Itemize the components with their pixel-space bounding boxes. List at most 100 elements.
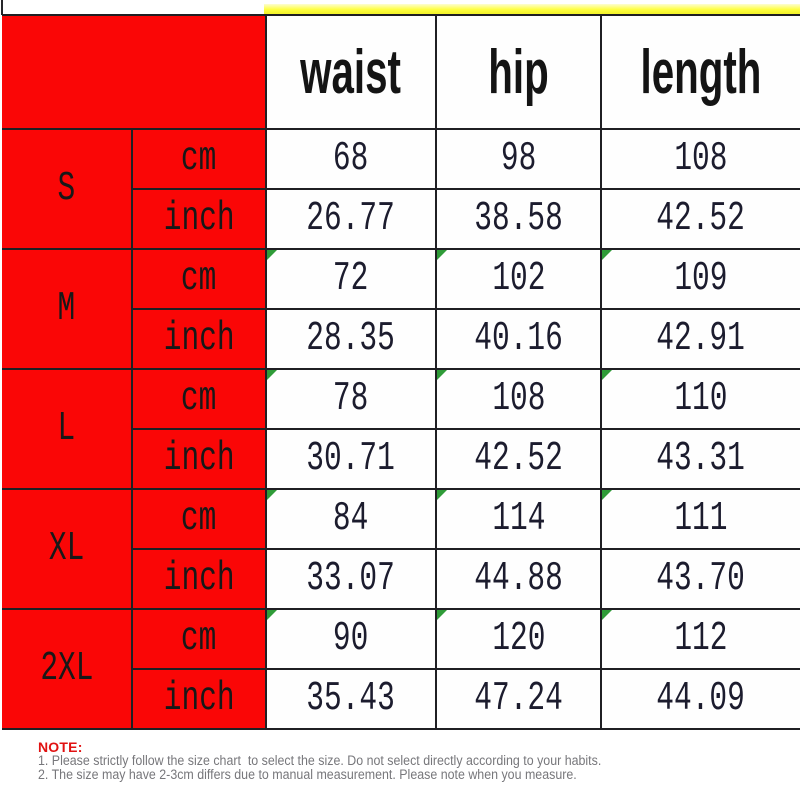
size-label: M [57,286,76,332]
cell-l-hip-cm: 108 [435,368,602,430]
unit-label: cm [181,496,217,542]
size-label-cell-m: M [2,248,133,370]
excel-flag-triangle-icon [602,370,612,380]
cell-2xl-waist-inch: 35.43 [265,668,437,730]
table-row-xl-cm: XL cm 84 114 111 [2,488,800,610]
cell-value: 38.58 [474,196,563,242]
cell-value: 42.52 [656,196,746,242]
unit-label: inch [163,676,235,722]
cell-value: 43.31 [656,436,746,482]
cell-value: 120 [491,616,546,662]
cell-s-hip-inch: 38.58 [435,188,602,250]
cell-l-waist-cm: 78 [265,368,437,430]
cell-value: 44.09 [656,676,746,722]
table-row-l-inch: inch 30.71 42.52 43.31 [2,428,800,490]
cell-2xl-hip-inch: 47.24 [435,668,602,730]
cell-value: 42.52 [474,436,563,482]
cell-2xl-hip-cm: 120 [435,608,602,670]
unit-label: inch [163,556,235,602]
unit-label: inch [163,436,235,482]
cell-xl-hip-inch: 44.88 [435,548,602,610]
cell-value: 114 [491,496,546,542]
note-heading: NOTE: [38,739,83,755]
unit-label: inch [163,316,235,362]
cell-value: 33.07 [306,556,396,602]
cell-value: 78 [333,376,369,422]
column-header-waist: waist [265,14,437,130]
excel-flag-triangle-icon [437,370,447,380]
cell-xl-length-cm: 111 [600,488,800,550]
cell-l-hip-inch: 42.52 [435,428,602,490]
excel-flag-triangle-icon [602,250,612,260]
size-chart-table: waist hip length S cm 68 98 108 inch 26.… [2,14,800,730]
cell-xl-waist-inch: 33.07 [265,548,437,610]
size-label-cell-s: S [2,128,133,250]
size-label: XL [48,526,85,572]
cell-s-length-inch: 42.52 [600,188,800,250]
unit-label-cell-inch: inch [132,428,267,490]
table-row-s-cm: S cm 68 98 108 [2,128,800,250]
table-row-l-cm: L cm 78 108 110 [2,368,800,490]
cell-value: 108 [674,136,728,182]
unit-label-cell-cm: cm [131,608,267,670]
excel-flag-triangle-icon [267,370,277,380]
table-row-2xl-inch: inch 35.43 47.24 44.09 [2,668,800,730]
cell-value: 111 [674,496,728,542]
unit-label-cell-inch: inch [132,548,267,610]
cell-2xl-waist-cm: 90 [265,608,437,670]
cell-value: 47.24 [474,676,563,722]
unit-label: cm [181,376,217,422]
size-label-cell-xl: XL [2,488,133,610]
excel-flag-triangle-icon [437,250,447,260]
cell-l-waist-inch: 30.71 [265,428,437,490]
cell-value: 30.71 [306,436,396,482]
cell-value: 26.77 [306,196,396,242]
cell-s-hip-cm: 98 [435,128,602,190]
excel-flag-triangle-icon [267,610,277,620]
table-row-xl-inch: inch 33.07 44.88 43.70 [2,548,800,610]
column-header-waist-label: waist [300,37,402,107]
excel-flag-triangle-icon [602,490,612,500]
excel-flag-triangle-icon [437,490,447,500]
cell-s-length-cm: 108 [600,128,800,190]
note-line-2: 2. The size may have 2-3cm differs due t… [38,767,577,782]
excel-flag-triangle-icon [267,490,277,500]
cell-value: 35.43 [306,676,396,722]
unit-label: inch [163,196,235,242]
unit-label-cell-inch: inch [132,308,267,370]
yellow-highlight-strip [264,4,800,14]
cell-xl-hip-cm: 114 [435,488,602,550]
cell-value: 109 [674,256,728,302]
excel-flag-triangle-icon [267,250,277,260]
cell-value: 102 [491,256,546,302]
cell-value: 98 [500,136,537,182]
cell-m-length-inch: 42.91 [600,308,800,370]
cell-value: 28.35 [306,316,396,362]
table-row-s-inch: inch 26.77 38.58 42.52 [2,188,800,250]
cell-value: 90 [333,616,369,662]
excel-flag-triangle-icon [437,610,447,620]
cell-xl-length-inch: 43.70 [600,548,800,610]
cell-s-waist-inch: 26.77 [265,188,437,250]
cell-l-length-cm: 110 [600,368,800,430]
unit-label-cell-inch: inch [132,188,267,250]
cell-m-hip-inch: 40.16 [435,308,602,370]
table-row-m-inch: inch 28.35 40.16 42.91 [2,308,800,370]
cell-value: 68 [333,136,369,182]
size-label: S [57,166,76,212]
cell-2xl-length-inch: 44.09 [600,668,800,730]
cell-m-waist-inch: 28.35 [265,308,437,370]
table-corner-tick [1,0,3,15]
size-label: 2XL [39,646,94,692]
cell-value: 44.88 [474,556,563,602]
size-label-cell-l: L [2,368,133,490]
cell-value: 40.16 [474,316,563,362]
cell-value: 43.70 [656,556,746,602]
cell-value: 108 [491,376,546,422]
unit-label-cell-cm: cm [131,368,267,430]
cell-s-waist-cm: 68 [265,128,437,190]
size-label: L [57,406,76,452]
column-header-hip-label: hip [488,37,549,107]
cell-m-hip-cm: 102 [435,248,602,310]
